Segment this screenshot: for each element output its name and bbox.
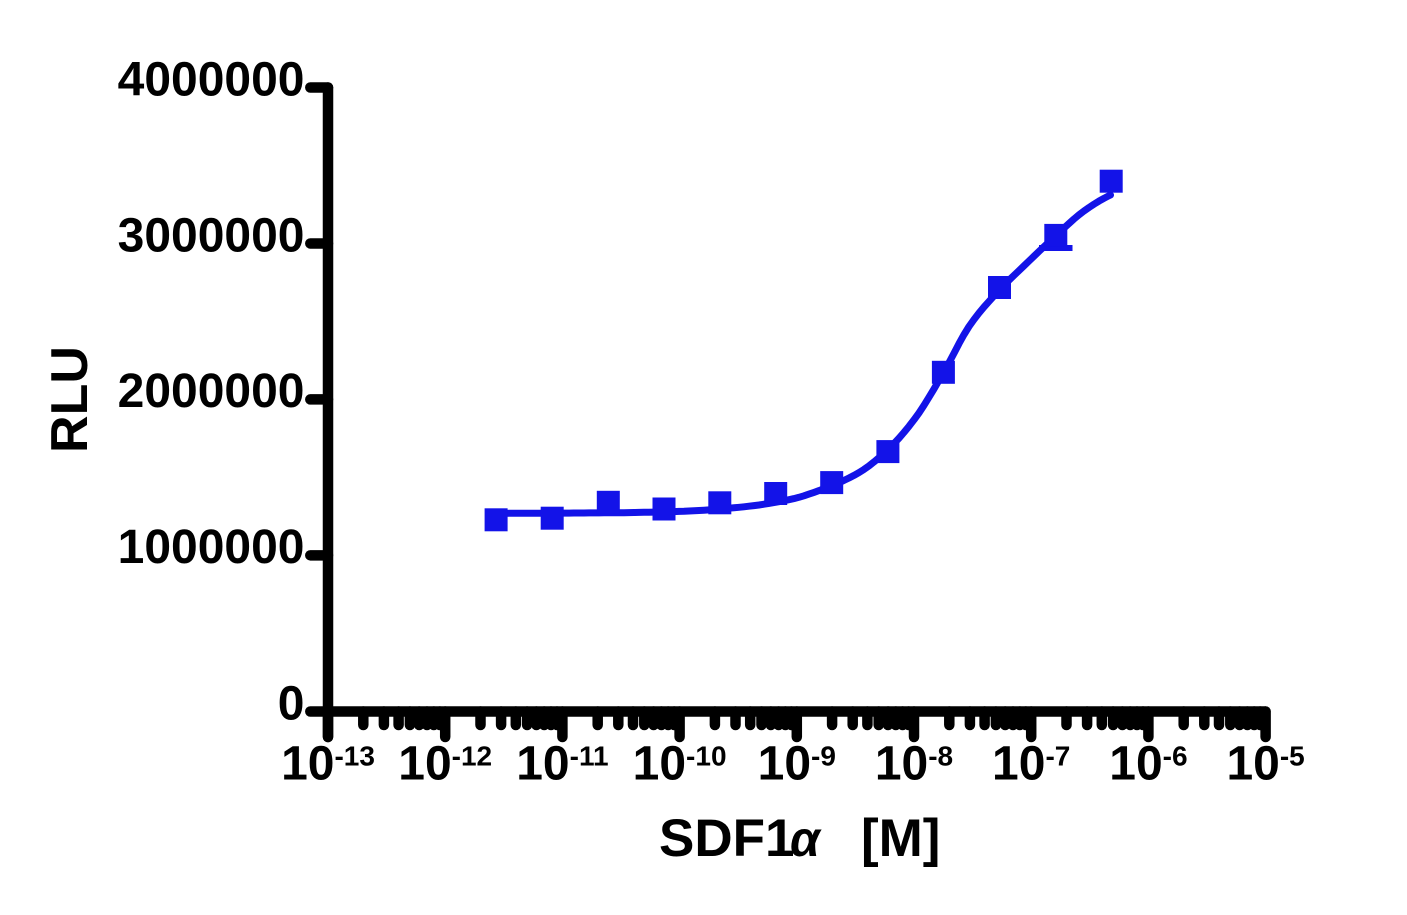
svg-text:0: 0	[278, 677, 305, 730]
svg-text:2000000: 2000000	[118, 365, 305, 418]
svg-text:3000000: 3000000	[118, 209, 305, 262]
svg-text:RLU: RLU	[41, 346, 99, 453]
svg-text:α: α	[790, 811, 822, 867]
svg-text:SDF1: SDF1	[659, 809, 794, 868]
svg-text:1000000: 1000000	[118, 521, 305, 574]
svg-text:4000000: 4000000	[118, 53, 305, 106]
svg-text:[M]: [M]	[861, 809, 940, 868]
